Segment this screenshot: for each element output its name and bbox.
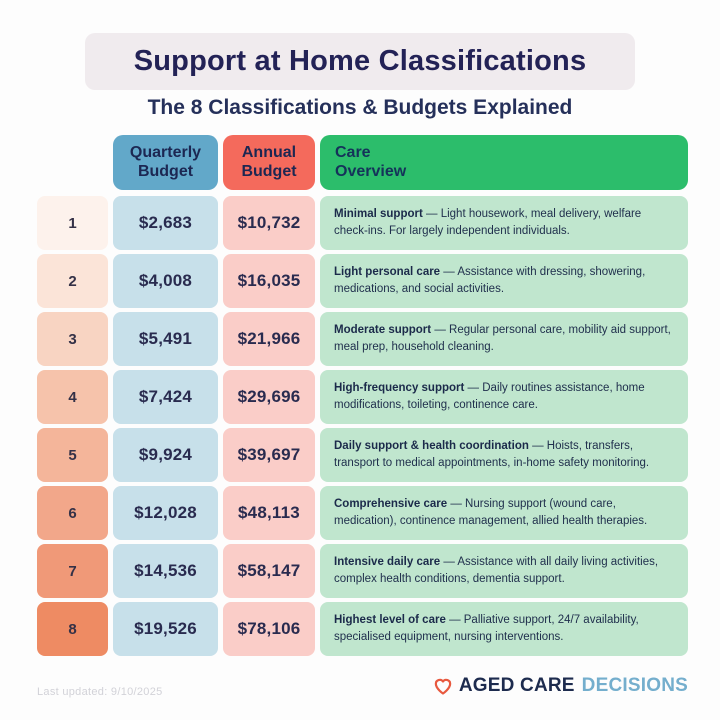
care-description: — Assistance with all daily living activ… (334, 555, 659, 585)
table-row: 5 $9,924 $39,697 Daily support & health … (37, 428, 688, 482)
care-description: — Assistance with dressing, showering, m… (334, 265, 646, 295)
care-title: Highest level of care (334, 613, 446, 626)
header-annual-budget: Annual Budget (223, 135, 315, 190)
annual-budget-cell: $29,696 (223, 370, 315, 424)
care-description: — Palliative support, 24/7 availability,… (334, 613, 639, 643)
level-cell: 8 (37, 602, 108, 656)
brand-logo: AGED CARE DECISIONS (432, 675, 688, 697)
level-cell: 3 (37, 312, 108, 366)
quarterly-budget-cell: $2,683 (113, 196, 218, 250)
care-overview-cell: Light personal care — Assistance with dr… (320, 254, 688, 308)
annual-budget-cell: $10,732 (223, 196, 315, 250)
page-subtitle: The 8 Classifications & Budgets Explaine… (147, 96, 573, 119)
quarterly-budget-cell: $7,424 (113, 370, 218, 424)
table-row: 1 $2,683 $10,732 Minimal support — Light… (37, 196, 688, 250)
quarterly-budget-cell: $14,536 (113, 544, 218, 598)
quarterly-budget-cell: $12,028 (113, 486, 218, 540)
care-title: Daily support & health coordination (334, 439, 529, 452)
care-overview-cell: Intensive daily care — Assistance with a… (320, 544, 688, 598)
annual-budget-cell: $39,697 (223, 428, 315, 482)
care-description: — Daily routines assistance, home modifi… (334, 381, 645, 411)
care-title: Intensive daily care (334, 555, 441, 568)
care-title: Minimal support (334, 207, 423, 220)
care-overview-cell: Daily support & health coordination — Ho… (320, 428, 688, 482)
care-description: — Hoists, transfers, transport to medica… (334, 439, 650, 469)
header-spacer (37, 135, 108, 190)
table-row: 3 $5,491 $21,966 Moderate support — Regu… (37, 312, 688, 366)
care-description: — Regular personal care, mobility aid su… (334, 323, 671, 353)
last-updated-text: Last updated: 9/10/2025 (37, 686, 163, 698)
table-row: 2 $4,008 $16,035 Light personal care — A… (37, 254, 688, 308)
care-title: Light personal care (334, 265, 441, 278)
care-title: High-frequency support (334, 381, 465, 394)
care-description: — Nursing support (wound care, medicatio… (334, 497, 648, 527)
table-header-row: Quarterly Budget Annual Budget Care Over… (37, 135, 688, 190)
care-overview-cell: Highest level of care — Palliative suppo… (320, 602, 688, 656)
care-overview-cell: Moderate support — Regular personal care… (320, 312, 688, 366)
header-care-overview: Care Overview (320, 135, 688, 190)
brand-name-primary: AGED CARE (458, 675, 575, 696)
care-title: Comprehensive care (334, 497, 448, 510)
classifications-table: Quarterly Budget Annual Budget Care Over… (37, 135, 688, 656)
title-banner: Support at Home Classifications (85, 33, 635, 90)
annual-budget-cell: $48,113 (223, 486, 315, 540)
level-cell: 7 (37, 544, 108, 598)
care-overview-cell: Minimal support — Light housework, meal … (320, 196, 688, 250)
table-row: 7 $14,536 $58,147 Intensive daily care —… (37, 544, 688, 598)
quarterly-budget-cell: $5,491 (113, 312, 218, 366)
level-cell: 6 (37, 486, 108, 540)
heart-icon (434, 678, 452, 695)
quarterly-budget-cell: $9,924 (113, 428, 218, 482)
level-cell: 1 (37, 196, 108, 250)
annual-budget-cell: $58,147 (223, 544, 315, 598)
annual-budget-cell: $78,106 (223, 602, 315, 656)
annual-budget-cell: $21,966 (223, 312, 315, 366)
care-overview-cell: High-frequency support — Daily routines … (320, 370, 688, 424)
level-cell: 5 (37, 428, 108, 482)
header-quarterly-budget: Quarterly Budget (113, 135, 218, 190)
table-row: 6 $12,028 $48,113 Comprehensive care — N… (37, 486, 688, 540)
classification-rows: 1 $2,683 $10,732 Minimal support — Light… (37, 196, 688, 656)
page-title: Support at Home Classifications (133, 45, 587, 77)
table-row: 4 $7,424 $29,696 High-frequency support … (37, 370, 688, 424)
quarterly-budget-cell: $19,526 (113, 602, 218, 656)
table-row: 8 $19,526 $78,106 Highest level of care … (37, 602, 688, 656)
care-title: Moderate support (334, 323, 432, 336)
care-overview-cell: Comprehensive care — Nursing support (wo… (320, 486, 688, 540)
brand-name-secondary: DECISIONS (581, 675, 688, 696)
level-cell: 4 (37, 370, 108, 424)
annual-budget-cell: $16,035 (223, 254, 315, 308)
care-description: — Light housework, meal delivery, welfar… (334, 207, 642, 237)
level-cell: 2 (37, 254, 108, 308)
quarterly-budget-cell: $4,008 (113, 254, 218, 308)
